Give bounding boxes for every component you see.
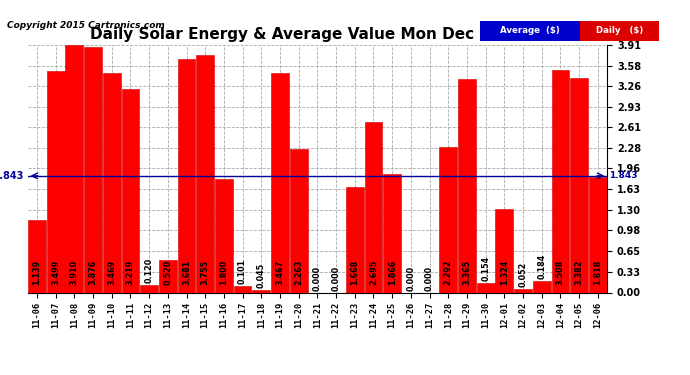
Text: 1.800: 1.800 (219, 260, 228, 285)
Bar (364, 122, 382, 292)
Bar (66, 45, 83, 292)
Bar (384, 174, 401, 292)
Text: 3.219: 3.219 (126, 260, 135, 285)
Text: 2.695: 2.695 (369, 260, 378, 285)
Text: 1.324: 1.324 (500, 260, 509, 285)
Text: 1.818: 1.818 (593, 260, 602, 285)
Bar (290, 149, 308, 292)
Bar (589, 177, 607, 292)
Bar (84, 47, 102, 292)
Bar (458, 80, 476, 292)
Text: 3.365: 3.365 (462, 260, 471, 285)
Text: 0.184: 0.184 (538, 254, 546, 279)
Text: 0.520: 0.520 (164, 260, 172, 285)
Bar (140, 285, 158, 292)
Text: 2.263: 2.263 (294, 260, 303, 285)
Bar (253, 290, 270, 292)
Text: 0.000: 0.000 (313, 266, 322, 291)
Text: 3.755: 3.755 (201, 260, 210, 285)
Bar (47, 71, 65, 292)
Bar (28, 220, 46, 292)
Text: 0.101: 0.101 (238, 259, 247, 284)
Text: 1.866: 1.866 (388, 260, 397, 285)
Bar (551, 70, 569, 292)
Bar (346, 187, 364, 292)
Text: 3.499: 3.499 (51, 260, 60, 285)
Bar (440, 147, 457, 292)
Bar (234, 286, 251, 292)
Text: 0.045: 0.045 (257, 262, 266, 288)
Text: 1.843: 1.843 (609, 171, 638, 180)
Text: Average  ($): Average ($) (500, 26, 560, 36)
Text: 1.139: 1.139 (32, 260, 41, 285)
Text: Daily   ($): Daily ($) (595, 26, 643, 36)
Text: 0.052: 0.052 (519, 262, 528, 287)
Text: 3.469: 3.469 (107, 260, 116, 285)
Bar (271, 73, 289, 292)
Bar (121, 89, 139, 292)
Bar (177, 60, 195, 292)
Bar (197, 55, 214, 292)
Text: 3.876: 3.876 (88, 260, 97, 285)
Text: 3.467: 3.467 (275, 260, 284, 285)
Bar (477, 283, 495, 292)
Text: ↑ 1.843: ↑ 1.843 (0, 171, 24, 181)
Text: 3.910: 3.910 (70, 260, 79, 285)
Text: 3.382: 3.382 (575, 260, 584, 285)
Text: 1.668: 1.668 (351, 260, 359, 285)
Bar (159, 260, 177, 292)
Text: 3.508: 3.508 (556, 260, 565, 285)
Bar (570, 78, 588, 292)
Title: Daily Solar Energy & Average Value Mon Dec 7 16:19: Daily Solar Energy & Average Value Mon D… (90, 27, 544, 42)
Bar (514, 289, 532, 292)
Text: 2.292: 2.292 (444, 260, 453, 285)
Text: Copyright 2015 Cartronics.com: Copyright 2015 Cartronics.com (7, 21, 165, 30)
Bar (215, 178, 233, 292)
Bar (103, 73, 121, 292)
Text: 0.000: 0.000 (425, 266, 434, 291)
Text: 0.154: 0.154 (481, 256, 490, 281)
Text: 3.681: 3.681 (182, 260, 191, 285)
Text: 0.120: 0.120 (145, 258, 154, 283)
Text: 0.000: 0.000 (332, 266, 341, 291)
Bar (495, 209, 513, 292)
Text: 0.000: 0.000 (406, 266, 415, 291)
Bar (533, 281, 551, 292)
